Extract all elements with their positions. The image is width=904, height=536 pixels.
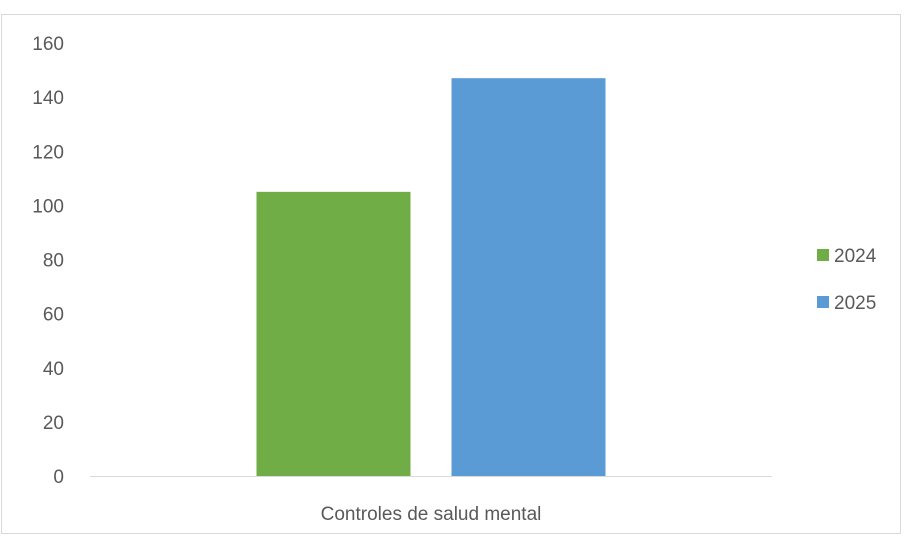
y-tick-label: 100: [32, 196, 64, 217]
legend-swatch-2024: [817, 249, 829, 261]
y-tick-label: 0: [53, 467, 64, 488]
legend-swatch-2025: [817, 296, 829, 308]
y-tick-label: 20: [43, 413, 64, 434]
legend-label-2025: 2025: [834, 293, 876, 314]
y-tick-label: 40: [43, 359, 64, 380]
y-tick-label: 80: [43, 251, 64, 272]
y-tick-label: 140: [32, 88, 64, 109]
bars: [256, 78, 606, 477]
bar-2025: [451, 78, 606, 477]
bar-2024: [256, 191, 411, 476]
chart-frame: [1, 14, 901, 534]
x-category-label: Controles de salud mental: [321, 504, 542, 525]
y-tick-label: 160: [32, 34, 64, 55]
x-axis-categories: Controles de salud mental: [321, 504, 542, 525]
y-tick-label: 120: [32, 142, 64, 163]
legend: 2024 2025: [817, 246, 877, 314]
legend-label-2024: 2024: [834, 246, 877, 267]
y-axis-ticks: 0 20 40 60 80 100 120 140 160: [32, 34, 64, 488]
y-tick-label: 60: [43, 305, 64, 326]
